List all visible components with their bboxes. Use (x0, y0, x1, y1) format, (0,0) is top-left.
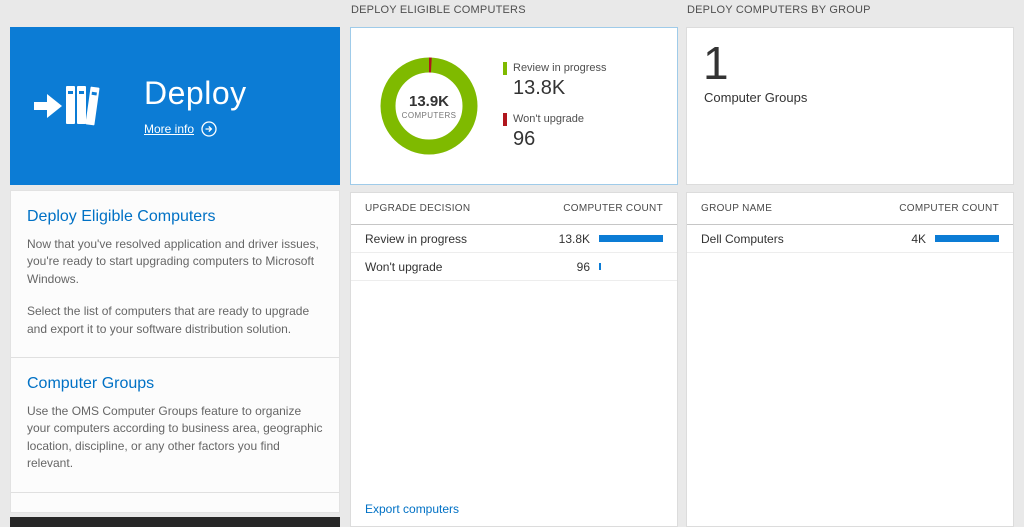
deploy-overview-column: Deploy More info Deploy Eligible Compute… (10, 0, 340, 527)
export-computers-link[interactable]: Export computers (365, 502, 460, 516)
legend-item-review: Review in progress 13.8K (503, 61, 607, 100)
deploy-tile-text: Deploy More info (144, 75, 247, 137)
row-value: 13.8K (558, 231, 590, 246)
middle-column-header: DEPLOY ELIGIBLE COMPUTERS (351, 4, 526, 16)
count-bar (599, 235, 663, 242)
column-header-computer-count: COMPUTER COUNT (563, 203, 663, 214)
table-header-row: GROUP NAME COMPUTER COUNT (687, 193, 1013, 225)
donut-legend: Review in progress 13.8K Won't upgrade 9… (503, 61, 607, 151)
legend-swatch-red (503, 112, 507, 126)
description-panel: Deploy Eligible Computers Now that you'v… (10, 190, 340, 513)
tile-title: Deploy (144, 75, 247, 111)
computer-groups-tile[interactable]: 1 Computer Groups (686, 27, 1014, 185)
section-computer-groups: Computer Groups Use the OMS Computer Gro… (11, 358, 339, 493)
section-heading: Computer Groups (27, 374, 155, 392)
eligible-computers-column: DEPLOY ELIGIBLE COMPUTERS 13.9K COMPUTER… (350, 0, 678, 527)
section-deploy-eligible: Deploy Eligible Computers Now that you'v… (11, 191, 339, 358)
legend-item-wont-upgrade: Won't upgrade 96 (503, 112, 607, 151)
legend-label: Won't upgrade (513, 113, 585, 125)
section-heading: Deploy Eligible Computers (27, 208, 216, 225)
more-info-label: More info (144, 122, 195, 136)
count-bar (599, 263, 663, 270)
row-value: 96 (576, 259, 590, 274)
row-value: 4K (911, 231, 926, 246)
column-header-group-name: GROUP NAME (701, 203, 773, 214)
count-bar (935, 235, 999, 242)
donut-total-label: COMPUTERS (401, 110, 457, 120)
legend-label: Review in progress (513, 62, 607, 74)
table-row[interactable]: Review in progress 13.8K (351, 225, 677, 253)
legend-swatch-green (503, 61, 507, 75)
legend-value: 13.8K (513, 76, 566, 99)
table-row[interactable]: Won't upgrade 96 (351, 253, 677, 281)
group-table: GROUP NAME COMPUTER COUNT Dell Computers… (686, 192, 1014, 527)
column-header-upgrade-decision: UPGRADE DECISION (365, 203, 471, 214)
group-count: 1 (703, 37, 729, 89)
row-label: Won't upgrade (365, 259, 443, 274)
bottom-bar (10, 517, 340, 527)
table-row[interactable]: Dell Computers 4K (687, 225, 1013, 253)
computers-by-group-column: DEPLOY COMPUTERS BY GROUP 1 Computer Gro… (686, 0, 1014, 527)
group-count-label: Computer Groups (704, 89, 808, 105)
column-header-computer-count: COMPUTER COUNT (899, 203, 999, 214)
table-header-row: UPGRADE DECISION COMPUTER COUNT (351, 193, 677, 225)
donut-center: 13.9K COMPUTERS (377, 54, 481, 158)
upgrade-decision-table: UPGRADE DECISION COMPUTER COUNT Review i… (350, 192, 678, 527)
right-column-header: DEPLOY COMPUTERS BY GROUP (687, 4, 871, 16)
arrow-circle-icon (201, 121, 217, 137)
donut-chart: 13.9K COMPUTERS (377, 54, 481, 158)
donut-total: 13.9K (408, 92, 450, 110)
row-label: Review in progress (365, 231, 468, 246)
legend-value: 96 (513, 127, 536, 150)
deploy-icon (34, 86, 100, 126)
deploy-tile[interactable]: Deploy More info (10, 27, 340, 185)
eligible-computers-tile[interactable]: 13.9K COMPUTERS Review in progress 13.8K… (350, 27, 678, 185)
section-paragraph: Now that you've resolved application and… (27, 237, 319, 286)
row-label: Dell Computers (701, 231, 784, 246)
more-info-link[interactable]: More info (144, 121, 247, 137)
section-paragraph: Use the OMS Computer Groups feature to o… (27, 403, 323, 471)
section-paragraph: Select the list of computers that are re… (27, 304, 310, 336)
